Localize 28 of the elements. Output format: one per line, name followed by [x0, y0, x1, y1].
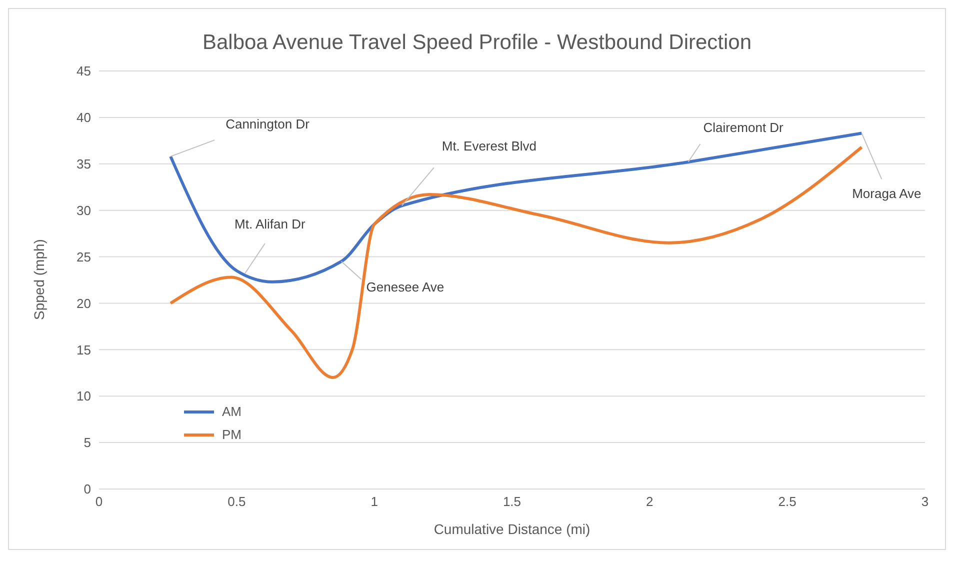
legend-label: PM [222, 427, 242, 442]
y-tick-label: 5 [84, 435, 91, 450]
y-tick-label: 35 [76, 156, 91, 172]
y-tick-label: 15 [76, 342, 91, 358]
annotation: Cannington Dr [226, 116, 310, 132]
x-tick-label: 1 [370, 494, 378, 510]
x-tick-label: 1.5 [502, 494, 522, 510]
y-tick-label: 25 [76, 249, 91, 264]
annotation: Mt. Alifan Dr [234, 216, 306, 232]
y-axis-title: Spped (mph) [30, 239, 47, 320]
x-tick-label: 3 [921, 494, 929, 510]
y-tick-label: 20 [76, 296, 91, 311]
legend-label: AM [222, 404, 242, 419]
annotation: Genesee Ave [366, 279, 444, 294]
x-tick-label: 2.5 [778, 494, 796, 510]
y-tick-label: 45 [76, 64, 91, 79]
x-tick-label: 2 [646, 494, 654, 510]
annotation: Mt. Everest Blvd [442, 138, 537, 154]
y-tick-label: 40 [76, 110, 91, 126]
y-tick-label: 0 [84, 482, 91, 497]
x-tick-label: 0.5 [228, 494, 246, 510]
annotation: Moraga Ave [852, 186, 922, 202]
annotation: Clairemont Dr [703, 120, 784, 136]
y-tick-label: 30 [76, 202, 91, 218]
chart-title: Balboa Avenue Travel Speed Profile - Westbound Direction [201, 31, 753, 55]
x-tick-label: 0 [95, 494, 103, 510]
y-tick-label: 10 [76, 388, 91, 404]
x-axis-title: Cumulative Distance (mi) [434, 521, 590, 537]
